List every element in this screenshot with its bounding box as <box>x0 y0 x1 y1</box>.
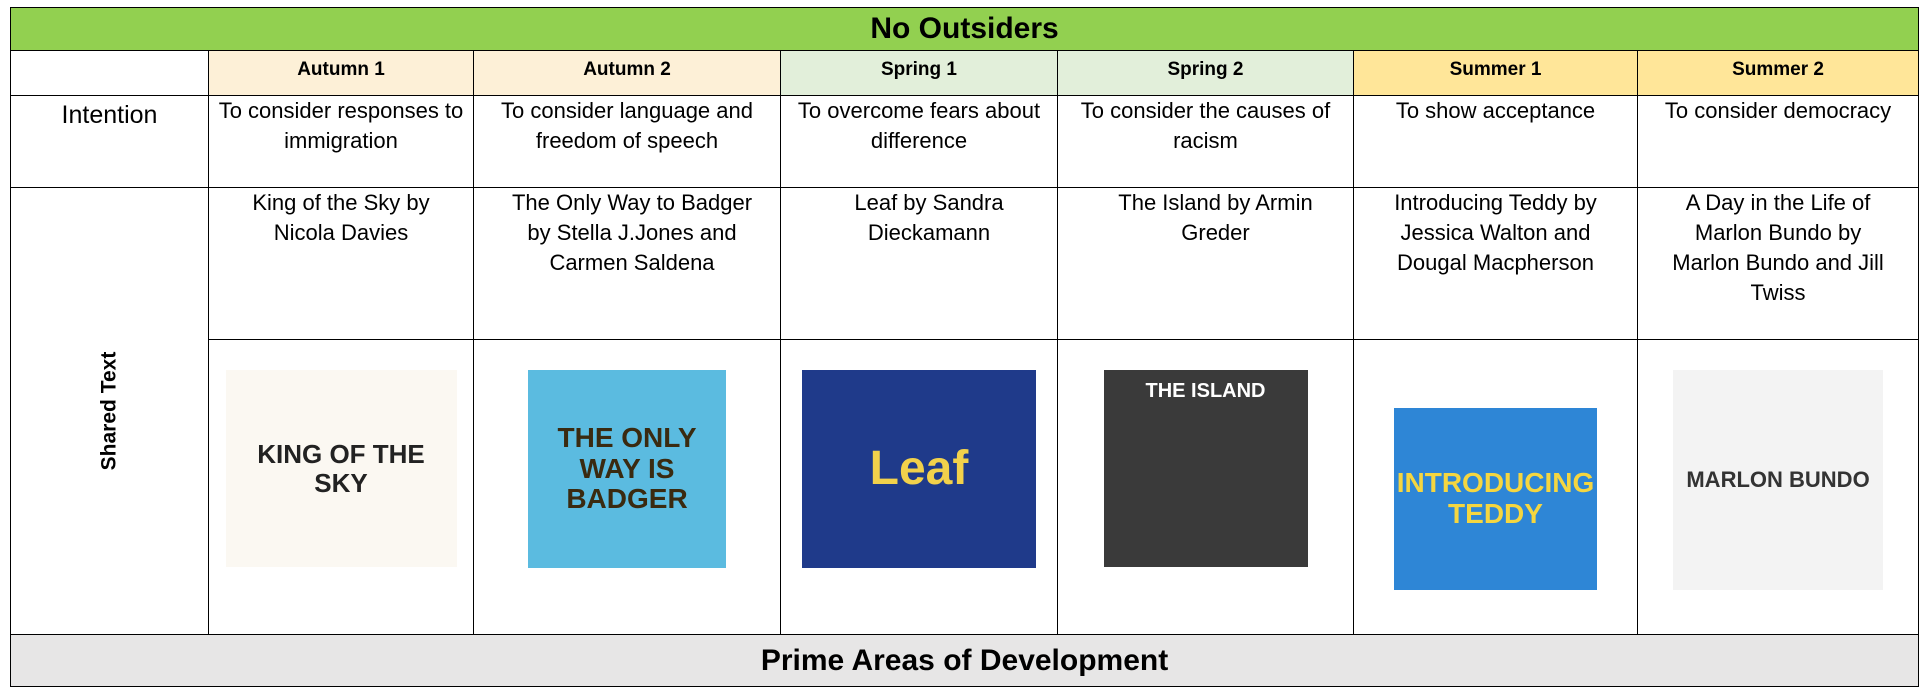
intention-cell: To overcome fears about difference <box>780 95 1058 188</box>
shared-text-row: Shared Text King of the Sky by Nicola Dav… <box>10 187 1920 635</box>
row-label-text: Shared Text <box>97 351 121 471</box>
intention-row: Intention To consider responses to immigr… <box>10 95 1920 188</box>
book-cover: KING OF THE SKY <box>225 370 457 567</box>
intention-cell: To consider democracy <box>1636 95 1920 188</box>
cover-cell: Leaf <box>780 339 1058 635</box>
footer-row: Prime Areas of Development <box>9 634 1920 687</box>
term-header: Spring 1 <box>780 50 1058 96</box>
intention-cell: To consider responses to immigration <box>208 95 474 188</box>
shared-text-cell: A Day in the Life of Marlon Bundo by Mar… <box>1636 187 1920 340</box>
cover-cell: INTRODUCING TEDDY <box>1353 339 1638 635</box>
book-cover: THE ONLY WAY IS BADGER <box>528 370 726 568</box>
shared-text-cell: Introducing Teddy by Jessica Walton and … <box>1353 187 1638 340</box>
cover-cell: KING OF THE SKY <box>208 339 474 635</box>
cover-cell: MARLON BUNDO <box>1636 339 1920 635</box>
title-row: No Outsiders <box>9 7 1920 51</box>
empty-header <box>10 50 209 96</box>
shared-text-cell: Leaf by Sandra Dieckamann <box>780 187 1058 340</box>
intention-cell: To consider the causes of racism <box>1057 95 1354 188</box>
header-row: Autumn 1 Autumn 2 Spring 1 Spring 2 Summer 1… <box>10 50 1920 96</box>
intention-cell: To show acceptance <box>1353 95 1638 188</box>
intention-cell: To consider language and freedom of spee… <box>473 95 781 188</box>
title: No Outsiders <box>9 7 1920 51</box>
section-title: Prime Areas of Development <box>9 634 1920 687</box>
curriculum-table: No Outsiders Autumn 1 Autumn 2 Spring 1 Spri… <box>9 7 1920 687</box>
cover-cell: THE ONLY WAY IS BADGER <box>473 339 781 635</box>
row-label: Intention <box>10 95 209 188</box>
term-header: Summer 1 <box>1353 50 1638 96</box>
row-label: Shared Text <box>10 187 209 635</box>
cover-row: KING OF THE SKY THE ONLY WAY IS BADGER Lea… <box>11 339 1920 635</box>
cover-cell: THE ISLAND <box>1057 339 1354 635</box>
shared-text-cell: King of the Sky by Nicola Davies <box>208 187 474 340</box>
term-header: Summer 2 <box>1636 50 1920 96</box>
shared-text-cell: The Only Way to Badger by Stella J.Jones… <box>473 187 781 340</box>
book-cover: MARLON BUNDO <box>1673 370 1884 590</box>
term-header: Autumn 2 <box>473 50 781 96</box>
book-cover: THE ISLAND <box>1103 370 1308 567</box>
term-header: Autumn 1 <box>208 50 474 96</box>
shared-text-cell: The Island by Armin Greder <box>1057 187 1354 340</box>
book-cover: Leaf <box>802 370 1036 568</box>
term-header: Spring 2 <box>1057 50 1354 96</box>
book-cover: INTRODUCING TEDDY <box>1394 408 1597 590</box>
